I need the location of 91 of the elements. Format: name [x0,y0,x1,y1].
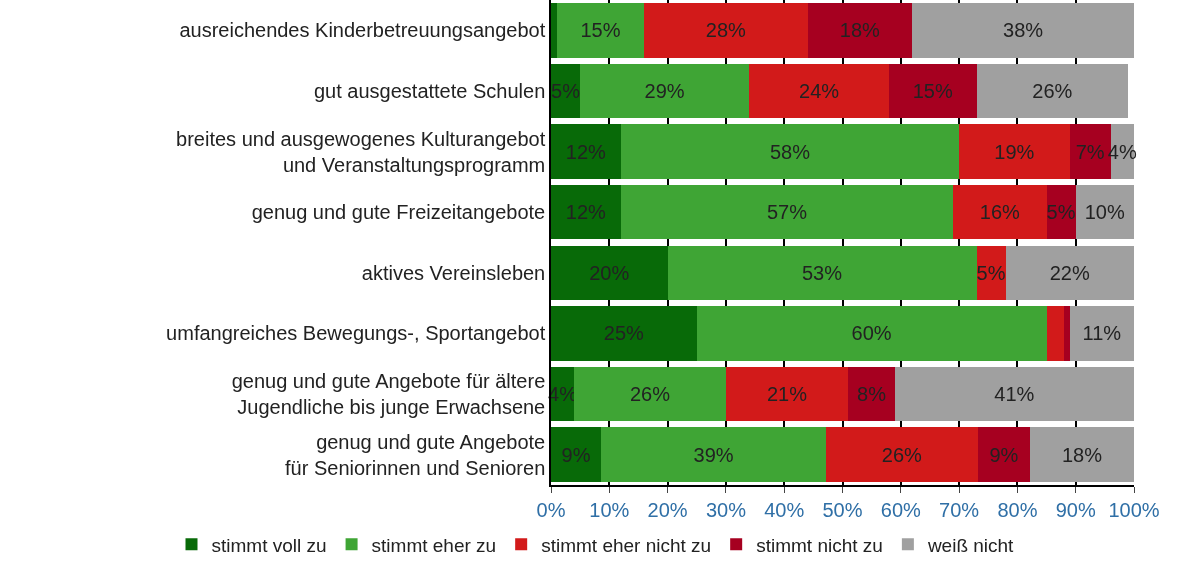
x-tick-label: 60% [880,498,922,521]
x-tick-label: 10% [589,498,630,521]
data-label: 26% [629,383,671,406]
data-label: 57% [766,201,808,224]
bar [1064,306,1070,361]
data-label: 53% [801,261,843,284]
data-label: 16% [979,201,1021,224]
bar [959,124,1070,179]
y-tick-label: gut ausgestattete Schulen [313,79,546,102]
data-label: 9% [989,443,1019,466]
bar [644,3,808,58]
bar [667,245,977,301]
bar [601,427,827,482]
bar [749,63,890,119]
data-label: 24% [799,79,840,102]
bar [696,306,1047,361]
data-label: 10% [1084,201,1125,224]
data-label: 58% [769,140,811,163]
x-tick-label: 30% [705,498,747,521]
bar [1005,245,1134,301]
data-label: 22% [1049,261,1090,284]
x-tick-label: 100% [1108,498,1160,521]
bar [551,306,697,361]
data-label: 29% [644,79,685,102]
data-label: 15% [912,79,953,102]
data-label: 18% [839,19,881,42]
legend-label: stimmt eher nicht zu [541,534,712,556]
bar [556,3,645,58]
bar [551,245,668,301]
bar [1046,306,1065,361]
bar [912,3,1134,58]
data-label: 41% [994,383,1035,406]
data-label: 5% [976,261,1006,284]
bar [1030,427,1134,482]
data-label: 26% [1032,79,1073,102]
data-label: 26% [881,443,923,466]
bar [826,427,978,482]
legend-label: weiß nicht [926,534,1015,556]
data-label: 28% [705,19,747,42]
legend-label: stimmt nicht zu [756,534,883,556]
bar [1075,184,1134,240]
y-tick-label: breites und ausgewogenes Kulturangebot und Veranstaltungsprogramm [176,127,546,176]
data-label: 5% [1046,201,1076,224]
data-label: 11% [1082,322,1122,345]
bar [574,366,726,422]
bar [551,124,621,179]
bar [807,3,913,58]
data-label: 25% [603,322,644,345]
data-label: 19% [994,140,1035,163]
bar [580,63,750,119]
bar [551,184,621,240]
data-label: 38% [1003,19,1044,42]
x-tick-label: 20% [647,498,688,521]
data-label: 5% [551,79,581,102]
x-tick-label: 80% [997,498,1038,521]
bar [889,63,977,119]
y-tick-label: aktives Vereinsleben [361,261,546,284]
y-tick-label: genug und gute Angebote für ältere Jugendliche bis junge Erwachsene [231,370,546,419]
data-label: 60% [851,322,892,345]
data-label: 9% [561,443,591,466]
bar [551,427,602,482]
bar [977,427,1031,482]
x-tick-label: 0% [536,498,566,521]
data-label: 12% [565,140,607,163]
x-tick-label: 50% [822,498,863,521]
y-tick-label: genug und gute Freizeitangebote [251,201,546,224]
x-tick-label: 90% [1055,498,1096,521]
bar [725,366,849,422]
bar [620,184,954,240]
data-label: 20% [589,261,630,284]
data-label: 21% [766,383,808,406]
x-tick-label: 70% [939,498,980,521]
bar [551,3,557,58]
x-tick-label: 40% [764,498,805,521]
y-tick-label: umfangreiches Bewegungs-, Sportangebot [166,322,546,345]
bar [953,184,1047,240]
y-tick-label: ausreichendes Kinderbetreuungsangebot [179,19,546,42]
bar [848,366,895,422]
data-label: 18% [1061,443,1103,466]
data-label: 8% [857,383,887,406]
data-label: 7% [1075,140,1105,163]
legend-label: stimmt eher zu [371,534,497,556]
bar [1069,306,1134,361]
legend-label: stimmt voll zu [211,534,327,556]
data-label: 12% [565,201,607,224]
data-label: 15% [580,19,621,42]
bar [894,366,1134,422]
bar [976,63,1129,119]
y-tick-label: genug und gute Angebote für Seniorinnen und Senioren [285,430,546,479]
bar [620,124,960,179]
data-label: 39% [693,443,734,466]
